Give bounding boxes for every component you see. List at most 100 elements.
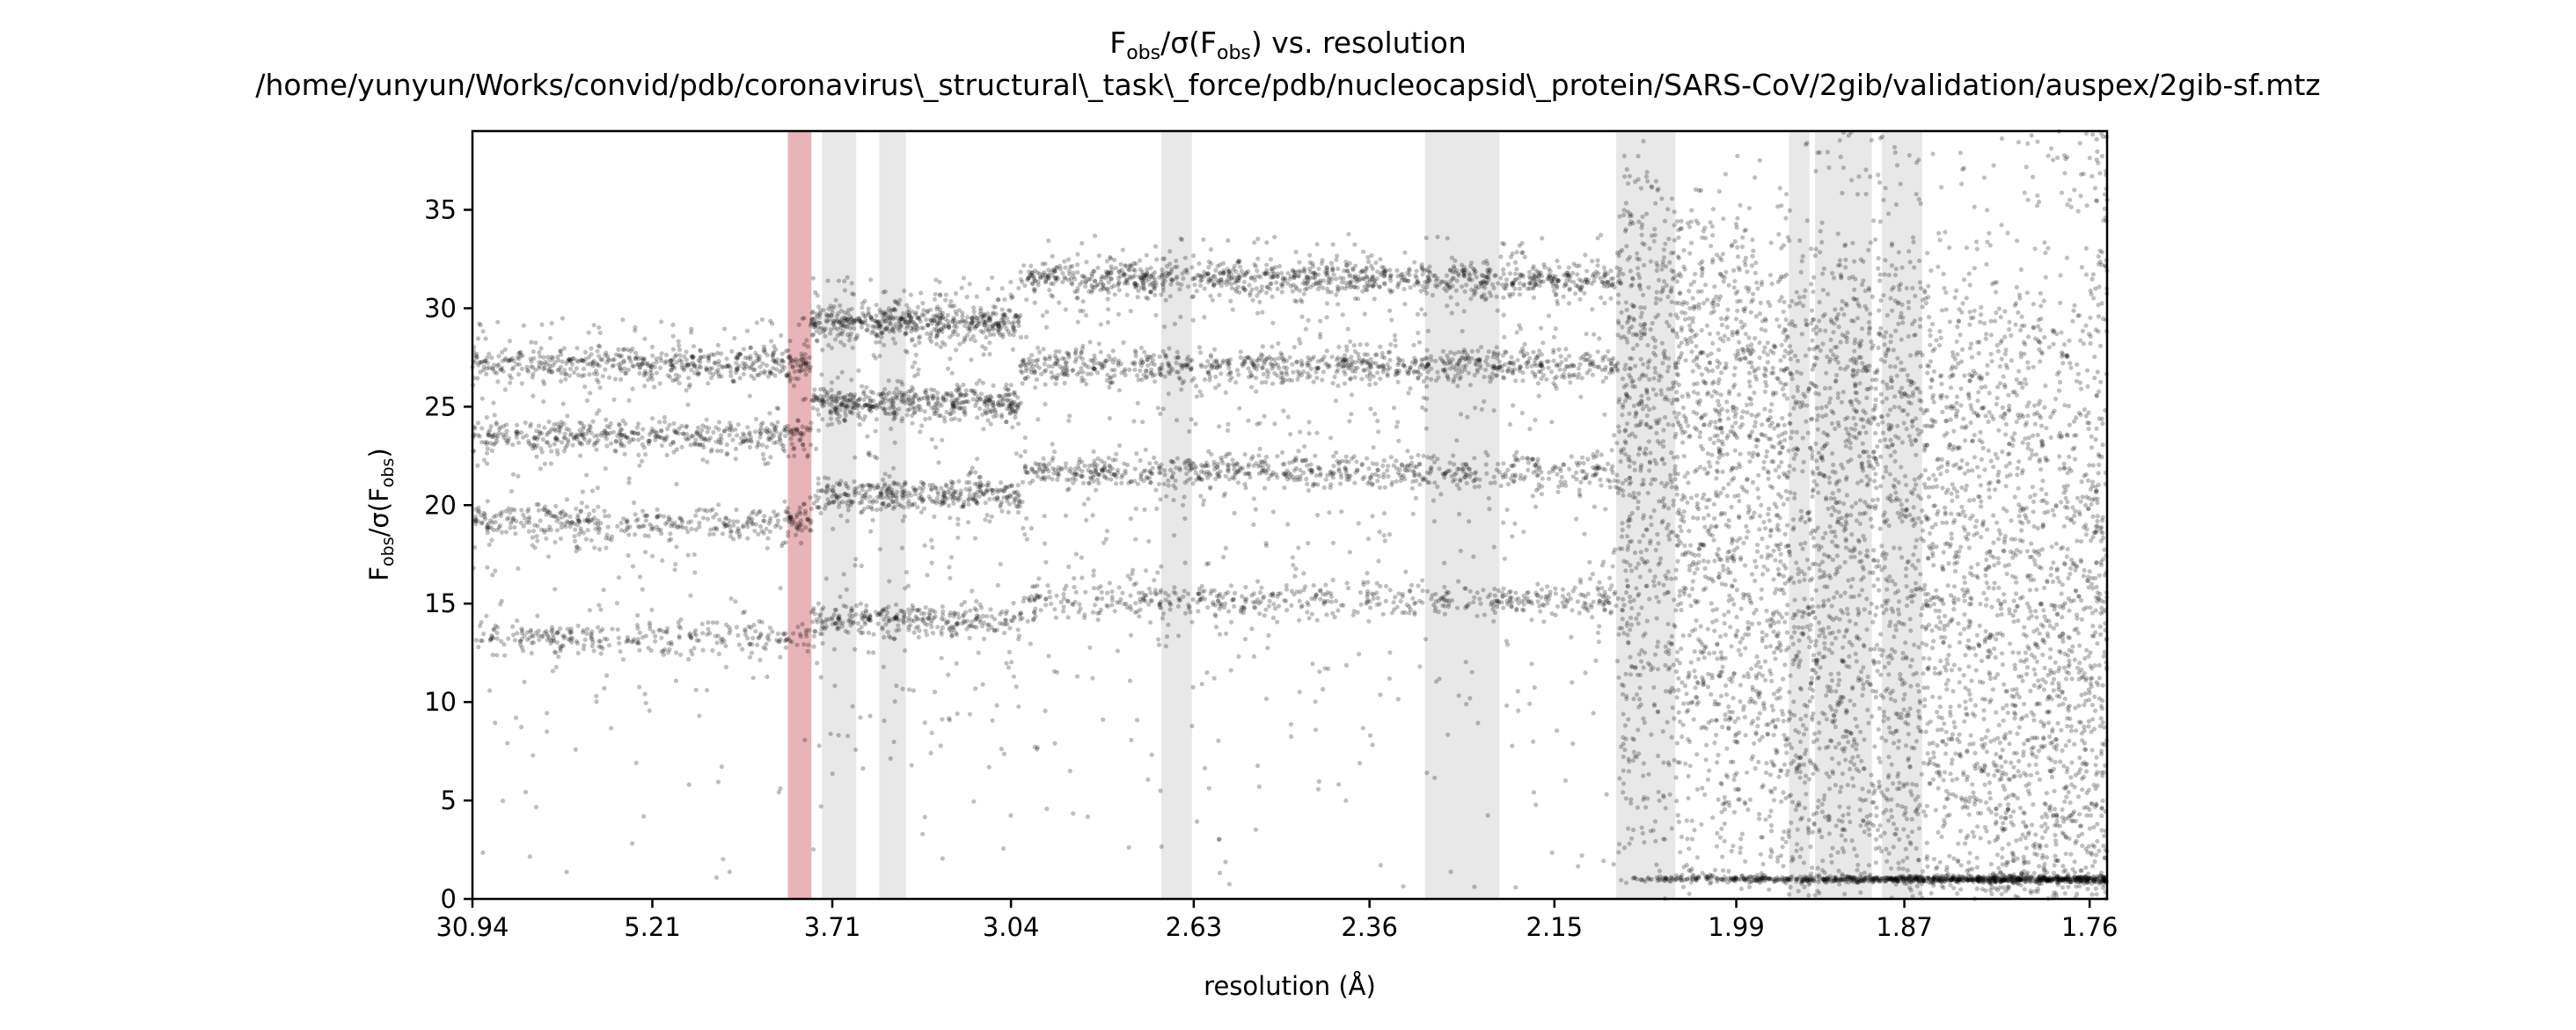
data-point	[635, 523, 641, 530]
data-point	[798, 431, 803, 436]
data-point	[945, 392, 950, 398]
data-point	[857, 415, 863, 420]
data-point	[971, 305, 977, 310]
data-point	[715, 350, 721, 356]
data-point	[655, 514, 661, 520]
data-point	[714, 512, 719, 517]
data-point	[952, 416, 957, 421]
data-point	[1577, 296, 1583, 302]
data-point	[531, 371, 536, 376]
data-point	[657, 365, 663, 370]
data-point	[531, 365, 536, 370]
data-point	[537, 360, 542, 365]
data-point	[519, 645, 525, 650]
data-point	[636, 437, 641, 442]
data-point	[1424, 384, 1430, 389]
data-point	[998, 621, 1003, 626]
data-point	[966, 497, 971, 502]
data-point	[1608, 268, 1614, 274]
data-point	[489, 448, 494, 453]
data-point	[918, 318, 923, 325]
data-point	[1433, 378, 1438, 384]
highlight-bands	[787, 131, 1922, 899]
data-point	[877, 354, 882, 359]
data-point	[929, 560, 934, 566]
data-point	[694, 429, 699, 435]
data-point	[507, 373, 513, 378]
data-point	[757, 354, 762, 359]
data-point	[848, 325, 853, 331]
data-point	[578, 526, 583, 531]
data-point	[865, 434, 870, 439]
data-point	[567, 358, 573, 363]
data-point	[606, 358, 612, 363]
data-point	[933, 291, 938, 297]
data-point	[487, 638, 493, 643]
data-point	[496, 430, 502, 435]
data-point	[574, 544, 580, 550]
data-point	[1416, 281, 1422, 287]
data-point	[792, 369, 797, 374]
data-point	[667, 422, 672, 427]
data-point	[764, 444, 770, 449]
data-point	[1503, 362, 1508, 367]
data-point	[1011, 332, 1016, 338]
data-point	[496, 354, 501, 359]
data-point	[786, 454, 791, 459]
data-point	[989, 514, 994, 519]
data-point	[899, 391, 904, 396]
data-point	[575, 650, 581, 656]
data-point	[787, 515, 794, 520]
data-point	[1353, 263, 1358, 268]
data-point	[773, 424, 779, 429]
data-point	[756, 356, 761, 362]
data-point	[1466, 370, 1471, 376]
data-point	[802, 508, 809, 514]
data-point	[1243, 270, 1249, 275]
data-point	[1460, 284, 1465, 289]
data-point	[492, 369, 497, 375]
data-point	[973, 686, 978, 691]
data-point	[581, 358, 586, 364]
data-point	[487, 351, 492, 356]
data-point	[912, 486, 918, 493]
data-point	[697, 520, 702, 526]
data-point	[643, 550, 648, 555]
data-point	[932, 690, 938, 695]
data-point	[622, 347, 627, 352]
data-point	[758, 370, 764, 376]
data-point	[637, 684, 642, 690]
data-point	[1001, 846, 1006, 851]
data-point	[618, 432, 623, 437]
data-point	[1123, 367, 1128, 372]
data-point	[949, 481, 955, 487]
data-point	[823, 626, 828, 632]
data-point	[990, 487, 996, 493]
data-point	[816, 481, 821, 486]
data-point	[729, 348, 735, 354]
data-point	[674, 360, 679, 365]
data-point	[716, 420, 722, 425]
data-point	[763, 350, 768, 355]
data-point	[776, 362, 781, 367]
data-point	[806, 365, 811, 370]
data-point	[677, 353, 683, 358]
data-point	[959, 391, 964, 397]
data-point	[980, 380, 985, 386]
data-point	[572, 369, 577, 375]
data-point	[579, 373, 585, 379]
data-point	[478, 322, 483, 328]
data-point	[810, 309, 816, 314]
data-point	[643, 452, 648, 457]
data-point	[843, 628, 848, 634]
data-point	[707, 435, 714, 441]
data-point	[640, 362, 645, 367]
data-point	[896, 482, 901, 487]
data-point	[835, 626, 840, 632]
data-point	[670, 522, 675, 527]
data-point	[483, 336, 488, 341]
data-point	[941, 415, 947, 420]
data-point	[655, 507, 660, 512]
data-point	[579, 442, 585, 447]
data-point	[911, 630, 917, 635]
